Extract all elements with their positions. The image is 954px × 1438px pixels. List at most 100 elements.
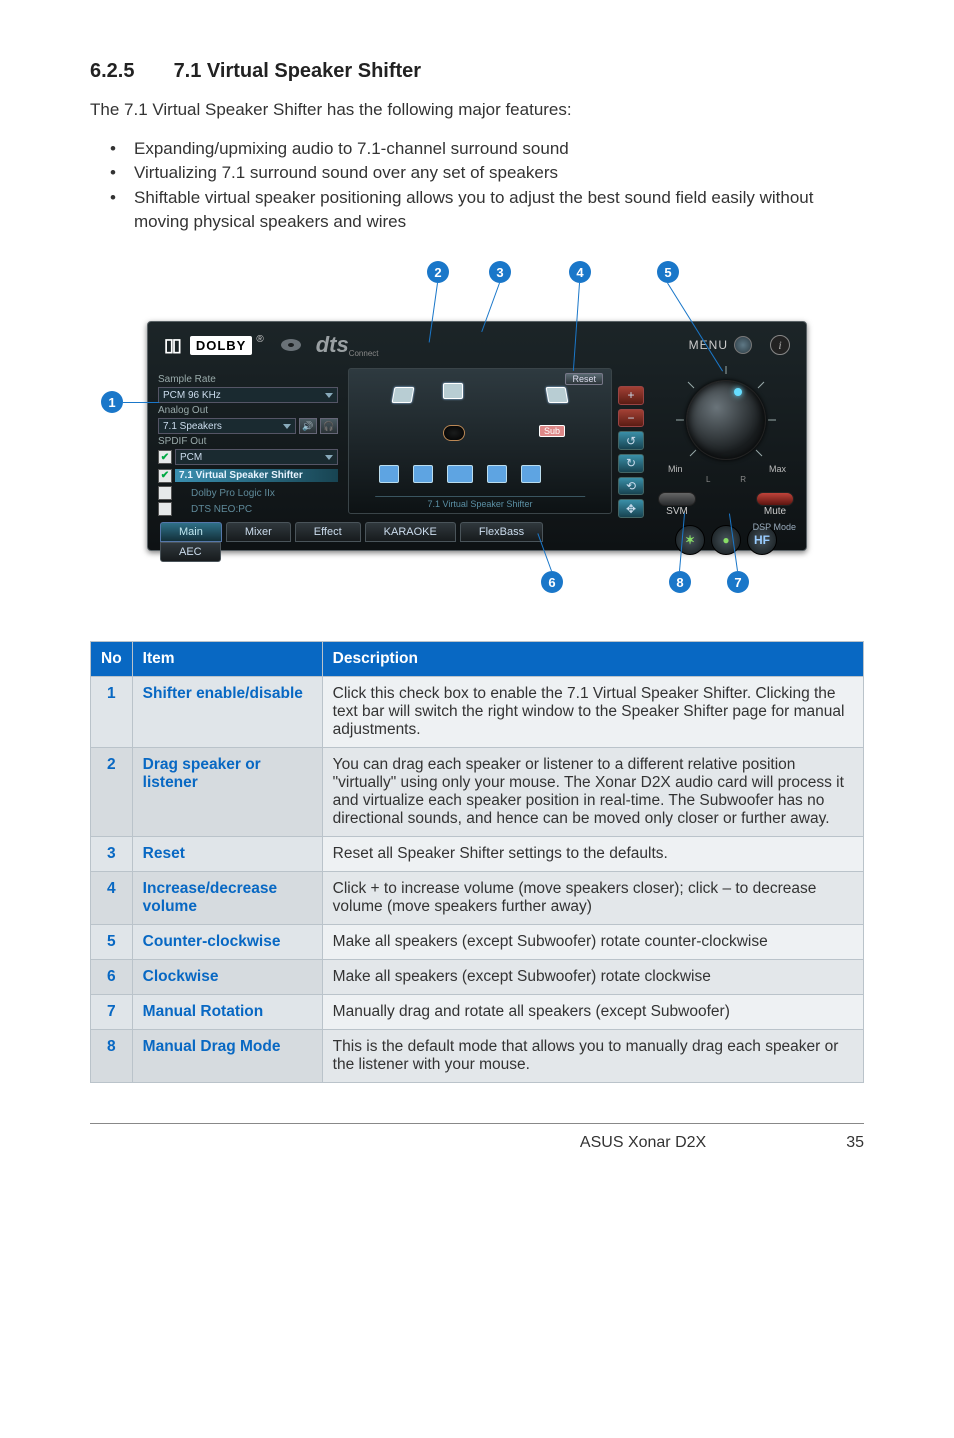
callout-3: 3 xyxy=(489,261,511,283)
cell-item: Counter-clockwise xyxy=(132,925,322,960)
manual-rotate-button[interactable]: ⟲ xyxy=(618,477,644,496)
dsp-mode-1-button[interactable]: ✶ xyxy=(675,525,705,555)
screenshot-figure: 2 3 4 5 1 6 8 7 ▯▯ DOLBY ® dts Connect M… xyxy=(97,261,857,611)
left-controls: Sample Rate PCM 96 KHz Analog Out 7.1 Sp… xyxy=(148,368,348,518)
speaker-rear-right[interactable] xyxy=(521,465,541,483)
listener[interactable] xyxy=(443,425,465,441)
analog-out-select[interactable]: 7.1 Speakers xyxy=(158,418,296,434)
mute-toggle[interactable] xyxy=(756,492,794,506)
page-footer: ASUS Xonar D2X 35 xyxy=(90,1123,864,1152)
callout-8: 8 xyxy=(669,571,691,593)
cell-item: Manual Drag Mode xyxy=(132,1030,322,1083)
tab-bar: Main Mixer Effect KARAOKE FlexBass xyxy=(160,522,543,542)
table-row: 8Manual Drag ModeThis is the default mod… xyxy=(91,1030,864,1083)
cell-desc: Click + to increase volume (move speaker… xyxy=(322,872,863,925)
subwoofer[interactable]: Sub xyxy=(539,425,565,437)
footer-product: ASUS Xonar D2X xyxy=(580,1134,706,1152)
feature-item: Expanding/upmixing audio to 7.1-channel … xyxy=(110,137,864,162)
volume-plus-button[interactable]: + xyxy=(618,386,644,405)
cell-desc: You can drag each speaker or listener to… xyxy=(322,748,863,837)
cell-desc: Make all speakers (except Subwoofer) rot… xyxy=(322,960,863,995)
speaker-rear-left[interactable] xyxy=(379,465,399,483)
sample-rate-label: Sample Rate xyxy=(158,374,338,385)
dolby-logo-text: DOLBY xyxy=(190,336,253,355)
speaker-center[interactable] xyxy=(443,383,463,399)
callout-4: 4 xyxy=(569,261,591,283)
dsp-mode-label: DSP Mode xyxy=(753,522,796,532)
mute-label: Mute xyxy=(756,506,794,517)
rotate-cw-button[interactable]: ↻ xyxy=(618,454,644,473)
volume-minus-button[interactable]: − xyxy=(618,409,644,428)
tab-effect[interactable]: Effect xyxy=(295,522,361,542)
cell-no: 6 xyxy=(91,960,133,995)
knob-right-label: R xyxy=(740,475,746,484)
table-row: 7Manual RotationManually drag and rotate… xyxy=(91,995,864,1030)
tab-mixer[interactable]: Mixer xyxy=(226,522,291,542)
cell-item: Reset xyxy=(132,837,322,872)
spdif-checkbox[interactable] xyxy=(158,450,172,464)
spdif-out-label: SPDIF Out xyxy=(158,436,338,447)
tab-karaoke[interactable]: KARAOKE xyxy=(365,522,456,542)
spdif-select[interactable]: PCM xyxy=(175,449,338,465)
disc-icon xyxy=(280,337,302,353)
svm-toggle[interactable] xyxy=(658,492,696,506)
menu-button[interactable] xyxy=(734,336,752,354)
headphone-icon-button[interactable]: 🎧 xyxy=(320,418,338,434)
side-toolbar: + − ↺ ↻ ⟲ ✥ xyxy=(618,368,650,518)
callout-2: 2 xyxy=(427,261,449,283)
speaker-side-right[interactable] xyxy=(487,465,507,483)
speaker-side-left[interactable] xyxy=(413,465,433,483)
speaker-front-left[interactable] xyxy=(392,387,415,403)
center-caption: 7.1 Virtual Speaker Shifter xyxy=(375,496,585,509)
knob-min-label: Min xyxy=(668,464,683,474)
tab-flexbass[interactable]: FlexBass xyxy=(460,522,543,542)
sample-rate-select[interactable]: PCM 96 KHz xyxy=(158,387,338,403)
cell-item: Manual Rotation xyxy=(132,995,322,1030)
shifter-row[interactable]: 7.1 Virtual Speaker Shifter xyxy=(175,469,338,482)
callout-1: 1 xyxy=(101,391,123,413)
description-table: No Item Description 1Shifter enable/disa… xyxy=(90,641,864,1083)
dsp-mode-2-button[interactable]: ● xyxy=(711,525,741,555)
cell-desc: Manually drag and rotate all speakers (e… xyxy=(322,995,863,1030)
col-item: Item xyxy=(132,642,322,677)
reset-button[interactable]: Reset xyxy=(565,373,603,385)
cell-desc: This is the default mode that allows you… xyxy=(322,1030,863,1083)
knob-indicator xyxy=(734,388,742,396)
table-row: 1Shifter enable/disableClick this check … xyxy=(91,677,864,748)
volume-knob[interactable]: Min Max L R xyxy=(676,370,776,470)
rotate-ccw-button[interactable]: ↺ xyxy=(618,431,644,450)
chevron-down-icon xyxy=(325,393,333,398)
cell-desc: Make all speakers (except Subwoofer) rot… xyxy=(322,925,863,960)
cell-desc: Click this check box to enable the 7.1 V… xyxy=(322,677,863,748)
callout-6: 6 xyxy=(541,571,563,593)
info-button[interactable]: i xyxy=(770,335,790,355)
chevron-down-icon xyxy=(325,455,333,460)
callout-7: 7 xyxy=(727,571,749,593)
tab-main[interactable]: Main xyxy=(160,522,222,542)
svm-label: SVM xyxy=(658,506,696,517)
analog-out-label: Analog Out xyxy=(158,405,338,416)
footer-page: 35 xyxy=(846,1134,864,1152)
chevron-down-icon xyxy=(283,424,291,429)
speaker-front-right[interactable] xyxy=(546,387,569,403)
cell-item: Increase/decrease volume xyxy=(132,872,322,925)
right-controls: Min Max L R SVM Mute ✶ xyxy=(650,368,806,518)
manual-drag-button[interactable]: ✥ xyxy=(618,499,644,518)
cell-item: Clockwise xyxy=(132,960,322,995)
dolby-registered: ® xyxy=(256,334,263,345)
tab-aec[interactable]: AEC xyxy=(160,542,221,562)
table-row: 6ClockwiseMake all speakers (except Subw… xyxy=(91,960,864,995)
speaker-pair-icon[interactable] xyxy=(447,465,473,483)
cell-no: 7 xyxy=(91,995,133,1030)
speaker-icon-button[interactable]: 🔊 xyxy=(299,418,317,434)
dts-connect-label: Connect xyxy=(349,349,379,358)
shifter-checkbox[interactable] xyxy=(158,469,172,483)
col-no: No xyxy=(91,642,133,677)
speaker-room[interactable]: Reset Sub 7.1 Virtual Speaker Shifter xyxy=(348,368,612,514)
section-heading: 6.2.5 7.1 Virtual Speaker Shifter xyxy=(90,60,864,83)
intro-text: The 7.1 Virtual Speaker Shifter has the … xyxy=(90,97,864,123)
dolby-pl-checkbox[interactable] xyxy=(158,486,172,500)
dolby-logo-icon: ▯▯ xyxy=(164,335,180,356)
cell-item: Drag speaker or listener xyxy=(132,748,322,837)
dts-neo-checkbox[interactable] xyxy=(158,502,172,516)
